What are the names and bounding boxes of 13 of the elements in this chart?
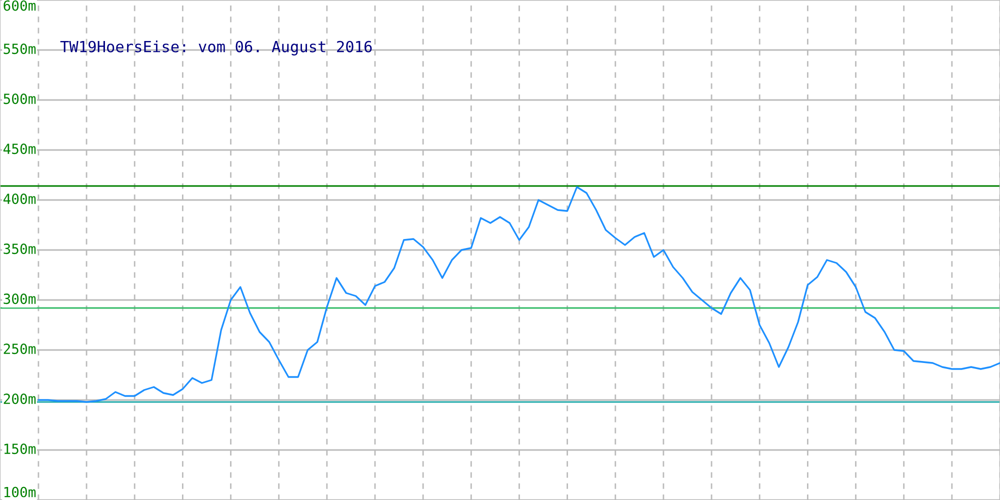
y-tick-label: 200m — [4, 394, 36, 404]
y-tick-label: 250m — [4, 344, 36, 354]
y-tick-label: 350m — [4, 244, 36, 254]
line-series — [38, 186, 1000, 403]
y-tick-label: 100m — [4, 486, 36, 498]
text: TW19HoersEise: vom 06. August 2016 — [60, 40, 372, 56]
y-tick-label: 450m — [3, 144, 36, 154]
y-tick-label: 150m — [4, 444, 36, 454]
y-tick-label: 300m — [4, 294, 36, 304]
y-tick-label: 400m — [3, 194, 36, 204]
y-tick-label: 500m — [4, 94, 36, 104]
y-tick-label: 600m — [4, 0, 36, 11]
y-tick-label: 550m — [4, 44, 36, 54]
